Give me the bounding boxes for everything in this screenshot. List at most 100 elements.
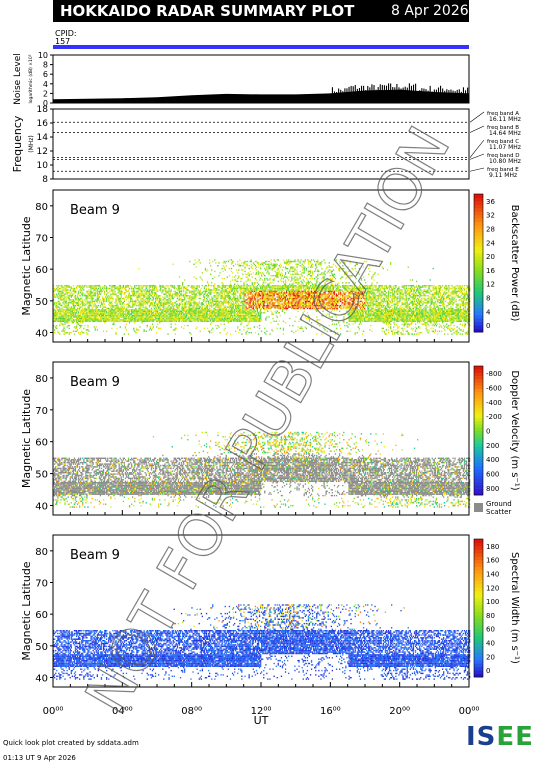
data-cell: [209, 314, 211, 317]
data-cell: [242, 320, 244, 322]
data-cell: [300, 287, 302, 290]
data-cell: [244, 267, 246, 270]
data-cell: [224, 286, 226, 288]
data-cell: [115, 304, 117, 307]
data-cell: [163, 286, 165, 288]
data-cell: [138, 296, 140, 298]
data-cell: [292, 302, 294, 304]
data-cell: [264, 275, 266, 277]
data-cell: [260, 316, 262, 318]
data-cell: [53, 320, 55, 322]
data-cell: [214, 320, 216, 322]
data-cell: [131, 310, 133, 312]
data-cell: [208, 320, 210, 322]
data-cell: [216, 312, 218, 314]
data-cell: [210, 319, 212, 321]
data-cell: [210, 299, 212, 301]
data-cell: [86, 292, 88, 294]
data-cell: [202, 300, 205, 303]
data-cell: [202, 316, 205, 318]
data-cell: [224, 299, 226, 301]
data-cell: [298, 273, 300, 275]
data-cell: [57, 286, 59, 288]
data-cell: [204, 285, 207, 287]
data-cell: [211, 316, 213, 318]
data-cell: [126, 306, 129, 308]
data-cell: [109, 320, 111, 322]
data-cell: [204, 306, 207, 308]
data-cell: [126, 309, 129, 311]
data-cell: [81, 330, 83, 332]
data-cell: [83, 317, 85, 320]
data-cell: [194, 296, 196, 298]
data-cell: [192, 313, 194, 315]
data-cell: [60, 287, 62, 290]
data-cell: [58, 290, 60, 293]
data-cell: [99, 313, 102, 315]
data-cell: [75, 303, 78, 305]
data-cell: [210, 309, 212, 311]
data-cell: [124, 314, 127, 317]
data-cell: [261, 330, 263, 332]
data-cell: [100, 310, 103, 312]
data-cell: [208, 295, 210, 297]
data-cell: [273, 320, 275, 322]
data-cell: [120, 292, 122, 294]
data-cell: [205, 300, 208, 303]
data-cell: [169, 306, 171, 308]
data-cell: [269, 296, 271, 298]
data-cell: [294, 269, 296, 271]
data-cell: [175, 304, 177, 307]
data-cell: [257, 283, 260, 285]
data-cell: [62, 316, 64, 318]
data-cell: [93, 309, 95, 311]
data-cell: [224, 309, 226, 311]
data-cell: [177, 310, 180, 312]
data-cell: [56, 303, 58, 305]
data-cell: [148, 310, 150, 312]
data-cell: [70, 309, 72, 311]
data-cell: [178, 299, 181, 301]
data-cell: [73, 287, 76, 290]
data-cell: [250, 266, 252, 268]
data-cell: [141, 303, 143, 305]
data-cell: [84, 314, 86, 317]
data-cell: [217, 307, 219, 310]
data-cell: [187, 319, 189, 321]
data-cell: [225, 260, 227, 263]
data-cell: [86, 309, 88, 311]
data-cell: [160, 314, 162, 317]
data-cell: [114, 290, 116, 293]
data-cell: [205, 312, 208, 314]
data-cell: [132, 309, 134, 311]
data-cell: [97, 314, 99, 317]
data-cell: [260, 272, 262, 274]
data-cell: [271, 299, 273, 301]
data-cell: [184, 279, 186, 281]
data-cell: [149, 327, 151, 330]
data-cell: [154, 306, 157, 308]
data-cell: [54, 287, 56, 290]
data-cell: [137, 320, 139, 322]
data-cell: [56, 312, 58, 314]
data-cell: [127, 319, 130, 321]
data-cell: [152, 289, 155, 291]
data-cell: [74, 316, 77, 318]
data-cell: [243, 286, 245, 288]
data-cell: [196, 314, 198, 317]
data-cell: [100, 303, 103, 305]
data-cell: [114, 312, 116, 314]
data-cell: [58, 300, 60, 303]
data-cell: [87, 333, 89, 335]
data-cell: [256, 286, 259, 288]
data-cell: [227, 312, 229, 314]
data-cell: [90, 289, 92, 291]
data-cell: [82, 332, 84, 334]
data-cell: [174, 333, 176, 335]
data-cell: [240, 290, 242, 293]
data-cell: [74, 313, 77, 315]
data-cell: [168, 302, 170, 304]
data-cell: [109, 299, 111, 301]
data-cell: [180, 295, 183, 297]
data-cell: [138, 303, 140, 305]
